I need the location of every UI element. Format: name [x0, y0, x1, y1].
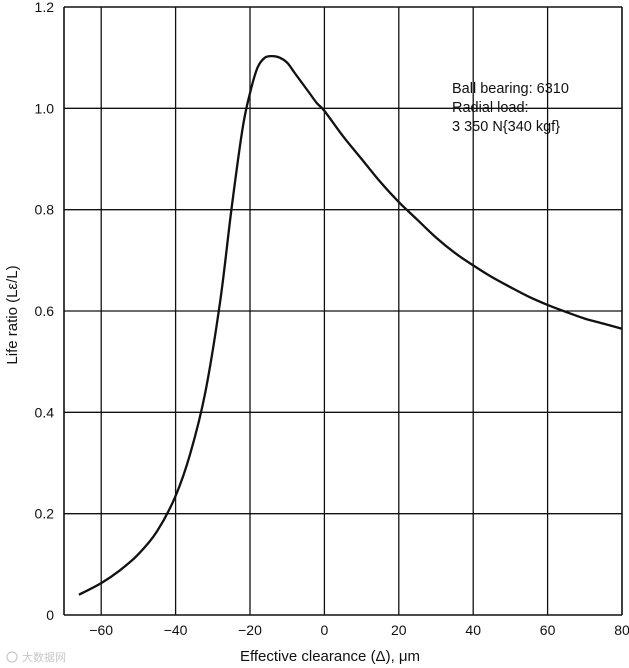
annotation-load-value: 3 350 N{340 kgf} — [452, 119, 560, 135]
x-axis-ticks: −60 −40 −20 0 20 40 60 80 — [89, 622, 629, 638]
y-axis-label: Life ratio (Lε/L) — [4, 265, 21, 364]
x-tick-label: 60 — [540, 622, 556, 638]
x-tick-label: −60 — [89, 622, 113, 638]
watermark-text: 大数据网 — [22, 650, 66, 664]
y-tick-label: 0.8 — [35, 202, 55, 218]
annotation-load-label: Radial load: — [452, 100, 529, 116]
y-tick-label: 0 — [46, 607, 54, 623]
y-tick-label: 0.2 — [35, 506, 55, 522]
watermark: 大数据网 — [6, 650, 66, 664]
x-axis-label: Effective clearance (Δ), μm — [240, 648, 420, 665]
annotation-bearing: Ball bearing: 6310 — [452, 81, 569, 97]
y-tick-label: 0.6 — [35, 303, 55, 319]
x-tick-label: 20 — [391, 622, 407, 638]
x-tick-label: 0 — [321, 622, 329, 638]
y-tick-label: 1.0 — [35, 100, 55, 116]
x-tick-label: 40 — [465, 622, 481, 638]
grid — [63, 6, 623, 616]
x-tick-label: −40 — [164, 622, 188, 638]
y-tick-label: 0.4 — [35, 404, 55, 420]
y-axis-ticks: 0 0.2 0.4 0.6 0.8 1.0 1.2 — [35, 0, 55, 623]
y-tick-label: 1.2 — [35, 0, 55, 15]
x-tick-label: 80 — [614, 622, 629, 638]
x-tick-label: −20 — [238, 622, 262, 638]
life-ratio-curve — [78, 54, 623, 596]
